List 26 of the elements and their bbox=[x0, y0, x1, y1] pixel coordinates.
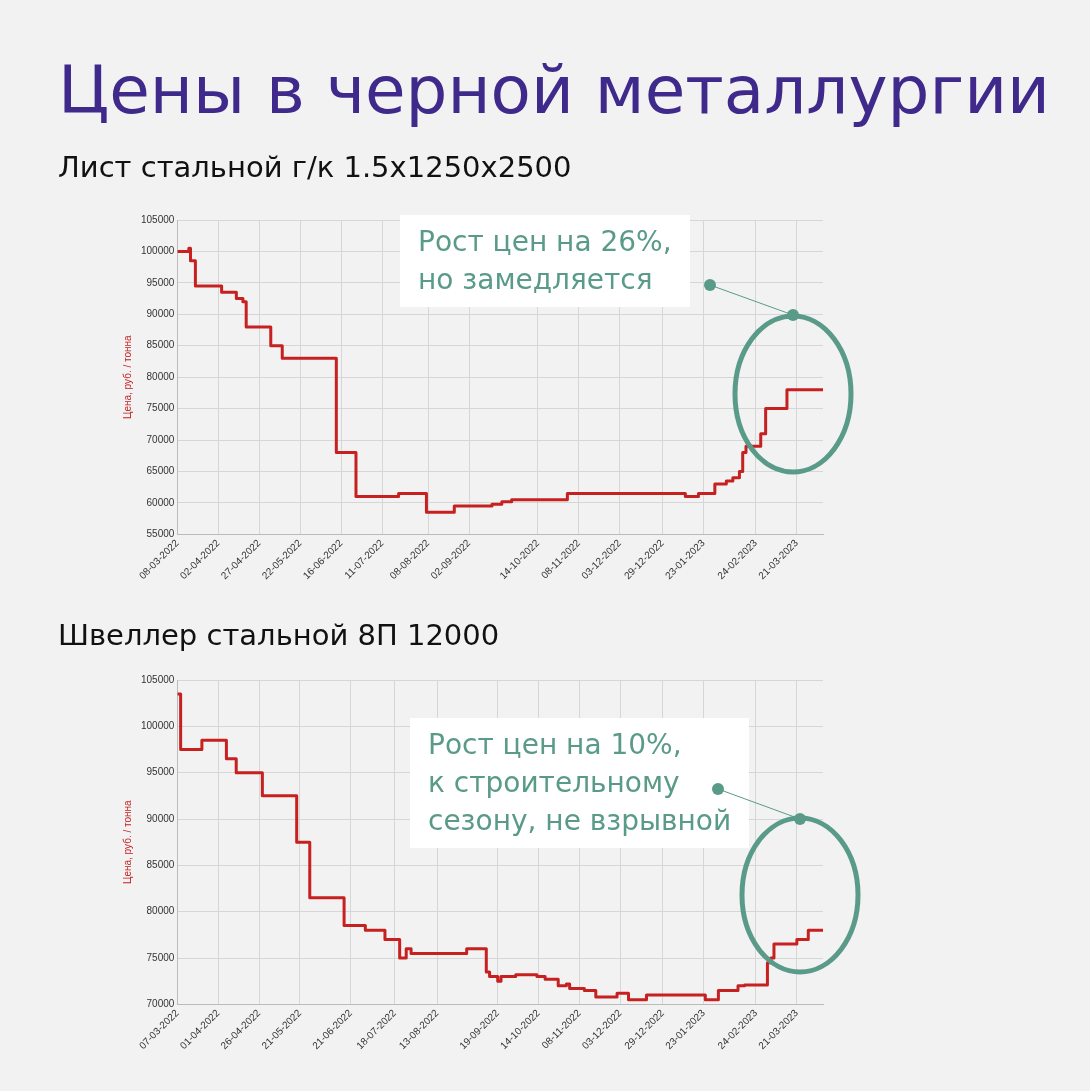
y-tick-label: 100000 bbox=[140, 245, 175, 257]
y-tick-label: 75000 bbox=[146, 402, 175, 414]
y-tick-label: 70000 bbox=[146, 433, 175, 445]
y-tick-label: 75000 bbox=[146, 951, 175, 963]
y-tick-label: 95000 bbox=[146, 766, 175, 778]
y-tick-label: 90000 bbox=[146, 308, 175, 320]
chart-title: Цены в черной металлургии bbox=[58, 52, 1050, 129]
chart-subtitle: Лист стальной г/к 1.5x1250x2500 bbox=[58, 150, 572, 184]
y-tick-label: 80000 bbox=[146, 370, 175, 382]
y-tick-label: 95000 bbox=[146, 276, 175, 288]
y-tick-label: 105000 bbox=[140, 213, 175, 225]
annotation: Рост цен на 26%, но замедляется bbox=[400, 215, 690, 307]
y-tick-label: 65000 bbox=[146, 465, 175, 477]
y-tick-label: 85000 bbox=[146, 859, 175, 871]
y-axis-title: Цена, руб. / тонна bbox=[121, 799, 133, 884]
y-tick-label: 80000 bbox=[146, 905, 175, 917]
y-tick-label: 100000 bbox=[140, 720, 175, 732]
y-axis-title: Цена, руб. / тонна bbox=[121, 334, 133, 419]
y-tick-label: 105000 bbox=[140, 673, 175, 685]
y-tick-label: 60000 bbox=[146, 496, 175, 508]
annotation: Рост цен на 10%, к строительному сезону, не взрывной bbox=[410, 718, 750, 848]
y-tick-label: 70000 bbox=[146, 998, 175, 1010]
y-tick-label: 55000 bbox=[146, 528, 175, 540]
y-tick-label: 90000 bbox=[146, 812, 175, 824]
y-tick-label: 85000 bbox=[146, 339, 175, 351]
chart-title: Швеллер стальной 8П 12000 bbox=[58, 618, 500, 652]
